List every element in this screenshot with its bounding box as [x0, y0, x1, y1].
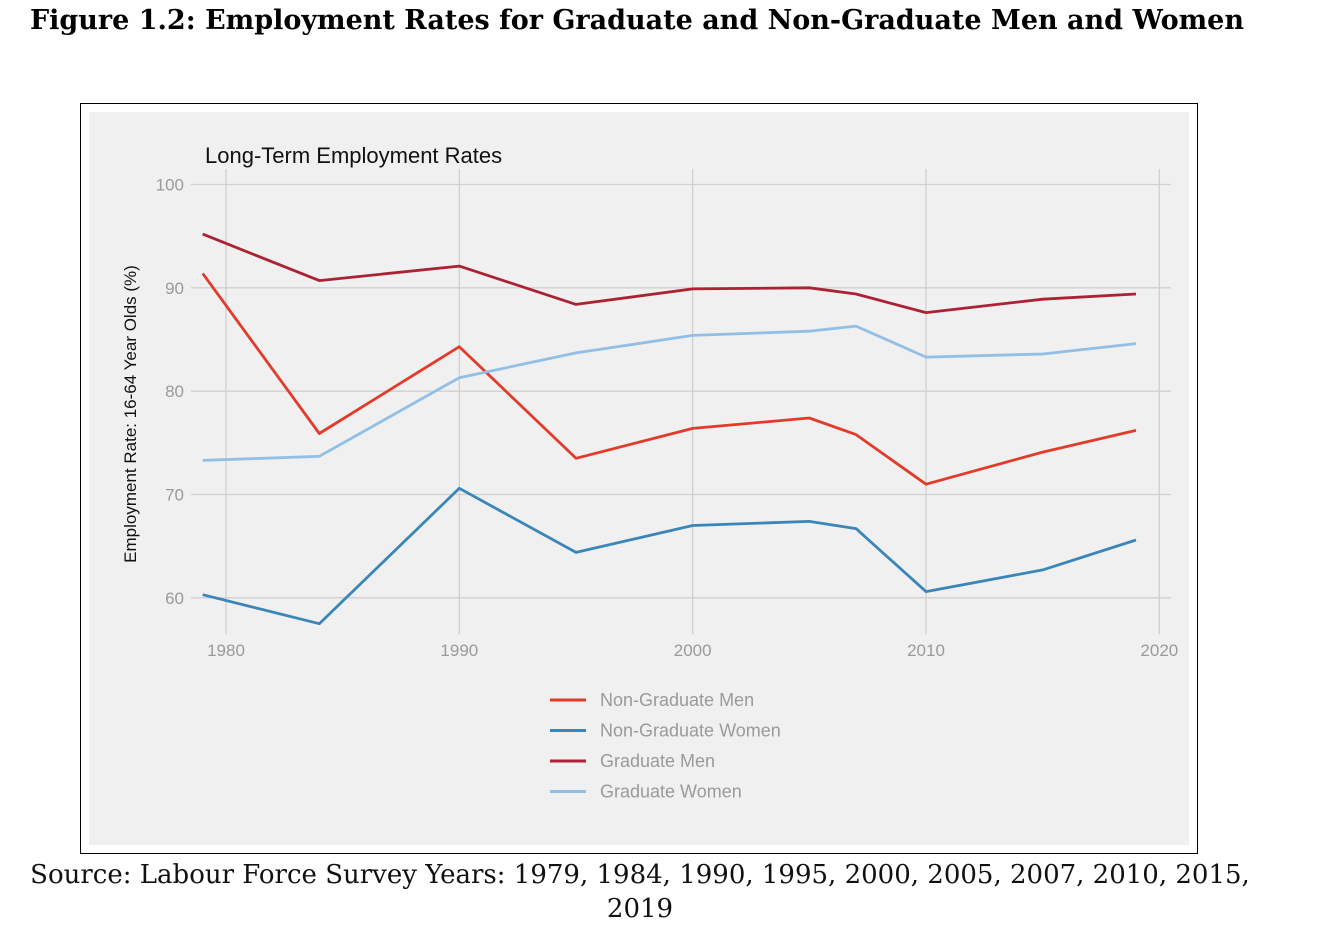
- y-tick-label: 100: [156, 176, 184, 195]
- legend-label: Non-Graduate Women: [600, 721, 781, 741]
- plot-background: [89, 112, 1189, 845]
- series-line: [201, 272, 1137, 486]
- series-line: [202, 486, 1137, 626]
- series-line: [202, 324, 1137, 462]
- grid-lines: [191, 169, 1171, 634]
- line-chart: 60 70 80 90 100 1980 1990 2000 2010 2020 Long-Te…: [89, 112, 1189, 845]
- x-tick-label: 2020: [1140, 641, 1178, 660]
- y-tick-label: 60: [165, 589, 184, 608]
- x-tick-label: 2000: [674, 641, 712, 660]
- x-tick-labels: 1980 1990 2000 2010 2020: [207, 641, 1178, 660]
- y-tick-label: 70: [165, 486, 184, 505]
- legend: Non-Graduate Men Non-Graduate Women Gradua…: [550, 690, 781, 802]
- x-tick-label: 1980: [207, 641, 245, 660]
- y-tick-label: 80: [165, 382, 184, 401]
- y-tick-labels: 60 70 80 90 100: [156, 176, 184, 608]
- legend-label: Non-Graduate Men: [600, 690, 754, 710]
- y-tick-label: 90: [165, 279, 184, 298]
- x-tick-label: 2010: [907, 641, 945, 660]
- legend-label: Graduate Men: [600, 751, 715, 771]
- series-line: [202, 232, 1137, 315]
- x-tick-label: 1990: [440, 641, 478, 660]
- figure-caption: Figure 1.2: Employment Rates for Graduat…: [30, 5, 1244, 36]
- chart-title: Long-Term Employment Rates: [205, 143, 502, 168]
- legend-label: Graduate Women: [600, 782, 742, 802]
- source-note: Source: Labour Force Survey Years: 1979,…: [30, 860, 1250, 924]
- y-axis-label: Employment Rate: 16-64 Year Olds (%): [121, 265, 140, 563]
- chart-frame: 60 70 80 90 100 1980 1990 2000 2010 2020 Long-Te…: [80, 103, 1198, 854]
- series-lines: [201, 232, 1137, 626]
